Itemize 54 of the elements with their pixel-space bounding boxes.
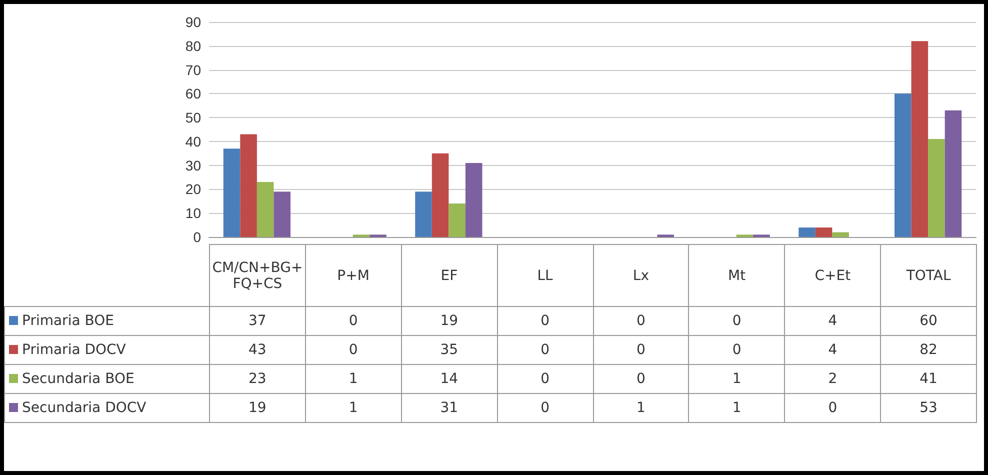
y-tick-label: 50 xyxy=(185,110,202,126)
data-label: 0 xyxy=(497,394,593,422)
data-label: 0 xyxy=(497,306,593,336)
data-label: 19 xyxy=(210,394,306,422)
y-tick-label: 0 xyxy=(193,229,202,245)
x-tick-label: Mt xyxy=(688,244,785,306)
legend-label: Primaria DOCV xyxy=(4,336,210,364)
legend-label: Primaria BOE xyxy=(4,306,210,336)
data-label: 82 xyxy=(880,336,976,364)
x-tick-label: P+M xyxy=(305,244,402,306)
y-tick-label: 90 xyxy=(185,14,202,30)
data-label: 0 xyxy=(593,306,689,336)
x-tick-label: TOTAL xyxy=(880,244,976,306)
data-label: 41 xyxy=(880,364,976,394)
data-label: 4 xyxy=(784,336,881,364)
data-label: 1 xyxy=(593,394,689,422)
data-label: 35 xyxy=(401,336,498,364)
data-label: 14 xyxy=(401,364,498,394)
y-tick-label: 30 xyxy=(185,157,202,174)
data-label: 0 xyxy=(497,336,593,364)
y-tick-label: 60 xyxy=(185,86,202,102)
data-label: 0 xyxy=(593,336,689,364)
data-label: 0 xyxy=(593,364,689,394)
x-tick-label: EF xyxy=(401,244,498,306)
data-label: 0 xyxy=(688,306,785,336)
x-tick-label: C+Et xyxy=(784,244,881,306)
y-tick-label: 80 xyxy=(185,38,202,54)
data-label: 31 xyxy=(401,394,498,422)
y-tick-label: 40 xyxy=(185,133,202,150)
data-label: 0 xyxy=(688,336,785,364)
y-tick-label: 10 xyxy=(185,205,202,222)
data-label: 23 xyxy=(210,364,306,394)
data-label: 2 xyxy=(784,364,881,394)
data-label: 19 xyxy=(401,306,498,336)
data-label: 0 xyxy=(305,306,402,336)
data-label: 1 xyxy=(688,364,785,394)
y-tick-label: 70 xyxy=(185,62,202,78)
legend-label: Secundaria BOE xyxy=(4,364,210,394)
data-label: 4 xyxy=(784,306,881,336)
data-label: 0 xyxy=(305,336,402,364)
data-label: 60 xyxy=(880,306,976,336)
x-tick-label: Lx xyxy=(593,244,689,306)
x-tick-label: LL xyxy=(497,244,593,306)
legend-label: Secundaria DOCV xyxy=(4,394,210,422)
y-tick-label: 20 xyxy=(185,181,202,198)
data-label: 0 xyxy=(784,394,881,422)
data-label: 43 xyxy=(210,336,306,364)
data-label: 53 xyxy=(880,394,976,422)
data-label: 37 xyxy=(210,306,306,336)
data-label: 1 xyxy=(305,364,402,394)
data-label: 0 xyxy=(497,364,593,394)
data-label: 1 xyxy=(305,394,402,422)
x-tick-label: CM/CN+BG+FQ+CS xyxy=(210,244,306,306)
data-label: 1 xyxy=(688,394,785,422)
